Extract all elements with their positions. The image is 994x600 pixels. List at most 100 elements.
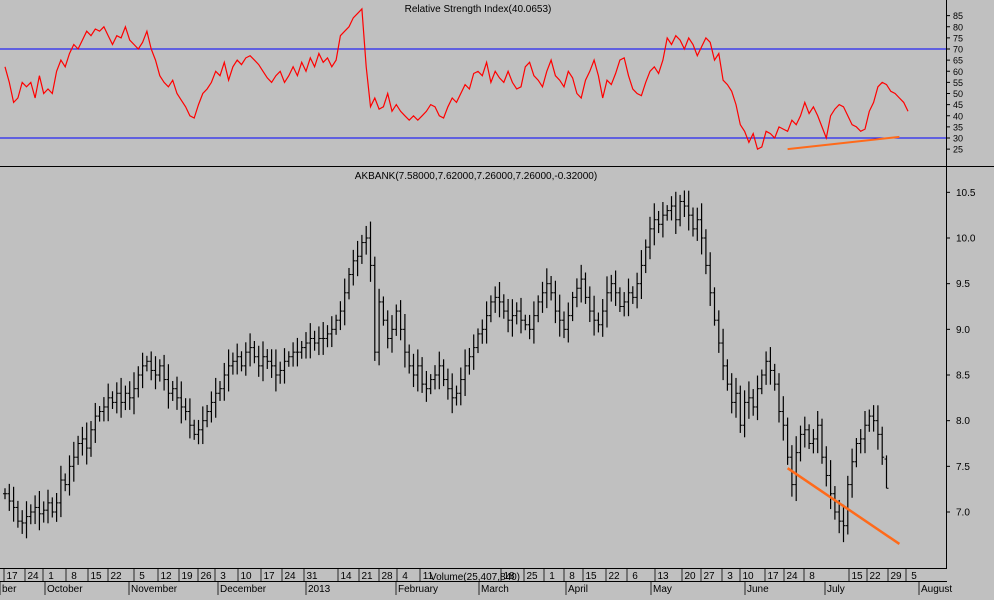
ohlc-bar [226, 349, 231, 392]
ohlc-bar [364, 225, 369, 255]
x-month-label: December [220, 584, 267, 595]
ohlc-bar [433, 365, 437, 390]
ohlc-bar [15, 500, 20, 528]
ohlc-bar [536, 295, 541, 323]
ohlc-bar [622, 292, 627, 317]
ohlc-bar [493, 286, 498, 313]
x-day-label: 8 [809, 571, 815, 582]
ohlc-bar [729, 373, 734, 414]
ohlc-bar [316, 326, 321, 356]
ohlc-bar [450, 373, 455, 414]
x-month-label: November [131, 584, 178, 595]
ohlc-bar [579, 264, 584, 303]
ohlc-bar [467, 347, 472, 375]
price-divergence-trendline [786, 467, 901, 546]
ohlc-bar [282, 348, 287, 384]
ohlc-bar [682, 190, 687, 217]
ohlc-bar [106, 383, 111, 422]
rsi-y-tick-label: 45 [953, 100, 963, 110]
ohlc-bar [884, 455, 889, 489]
ohlc-bar [402, 313, 407, 368]
ohlc-bar [46, 489, 50, 524]
ohlc-bar [424, 370, 429, 402]
ohlc-bar [291, 342, 296, 367]
ohlc-bar [755, 375, 760, 421]
ohlc-bar [566, 302, 571, 343]
ohlc-bar [815, 410, 820, 454]
ohlc-bar [841, 504, 846, 543]
x-day-label: 1 [549, 571, 555, 582]
x-day-label: 6 [632, 571, 638, 582]
x-day-label: 13 [657, 571, 669, 582]
ohlc-bar [149, 351, 154, 381]
ohlc-bar [703, 229, 708, 275]
ohlc-bar [471, 334, 476, 370]
ohlc-bar [252, 341, 257, 364]
ohlc-bar [132, 372, 136, 415]
ohlc-bar [110, 391, 115, 409]
rsi-divergence-trendline [787, 135, 900, 151]
rsi-y-tick-label: 40 [953, 111, 963, 121]
ohlc-bar [347, 267, 351, 300]
ohlc-bar [398, 300, 403, 341]
ohlc-bar [863, 410, 867, 454]
rsi-series-line [4, 7, 909, 150]
x-day-label: 5 [139, 571, 145, 582]
x-day-label: 10 [240, 571, 252, 582]
ohlc-bar [411, 353, 416, 388]
price-panel: AKBANK(7.58000,7.62000,7.26000,7.26000,-… [3, 171, 976, 583]
ohlc-bar [746, 381, 751, 419]
price-y-tick-label: 10.0 [956, 234, 976, 245]
ohlc-bar [230, 352, 235, 375]
ohlc-bar [476, 328, 480, 354]
ohlc-bar [420, 357, 425, 393]
ohlc-bar [617, 287, 622, 312]
ohlc-bar [299, 341, 304, 359]
ohlc-bar [828, 460, 833, 510]
rsi-y-tick-label: 80 [953, 22, 963, 32]
ohlc-bar [772, 363, 777, 391]
ohlc-bar [385, 310, 390, 349]
rsi-y-tick-label: 50 [953, 89, 963, 99]
ohlc-bar [785, 417, 790, 465]
ohlc-bar [286, 351, 291, 367]
ohlc-bar [187, 398, 192, 439]
x-day-label: 24 [786, 571, 798, 582]
ohlc-bar [200, 406, 205, 445]
x-month-label: April [568, 584, 588, 595]
ohlc-bar [635, 272, 640, 309]
ohlc-bar [811, 429, 816, 454]
ohlc-bar [858, 429, 863, 454]
ohlc-bar [304, 332, 308, 359]
price-y-tick-label: 10.5 [956, 188, 976, 199]
rsi-y-tick-label: 25 [953, 145, 963, 155]
x-day-label: 31 [306, 571, 318, 582]
ohlc-bar [678, 194, 683, 227]
ohlc-bar [802, 416, 807, 448]
ohlc-bar [686, 190, 691, 231]
ohlc-bar [549, 275, 554, 301]
ohlc-bar [699, 203, 704, 255]
x-day-label: 15 [851, 571, 863, 582]
x-day-label: 11 [423, 571, 434, 582]
x-month-label: July [827, 584, 845, 595]
ohlc-bar [196, 419, 201, 445]
ohlc-bar [734, 377, 738, 418]
ohlc-bar [119, 377, 124, 418]
x-day-label: 21 [361, 571, 373, 582]
price-y-tick-label: 7.0 [956, 508, 970, 519]
ohlc-bar [557, 294, 562, 337]
ohlc-bar [7, 483, 12, 511]
ohlc-bar [850, 448, 855, 498]
ohlc-bar [437, 351, 442, 390]
x-day-label: 5 [911, 571, 917, 582]
ohlc-bar [144, 355, 149, 372]
ohlc-bar [372, 256, 377, 361]
ohlc-bar [67, 455, 72, 496]
ohlc-bar [28, 504, 33, 525]
ohlc-bar [269, 349, 274, 378]
ohlc-bar [390, 315, 394, 353]
ohlc-bar [506, 299, 511, 333]
